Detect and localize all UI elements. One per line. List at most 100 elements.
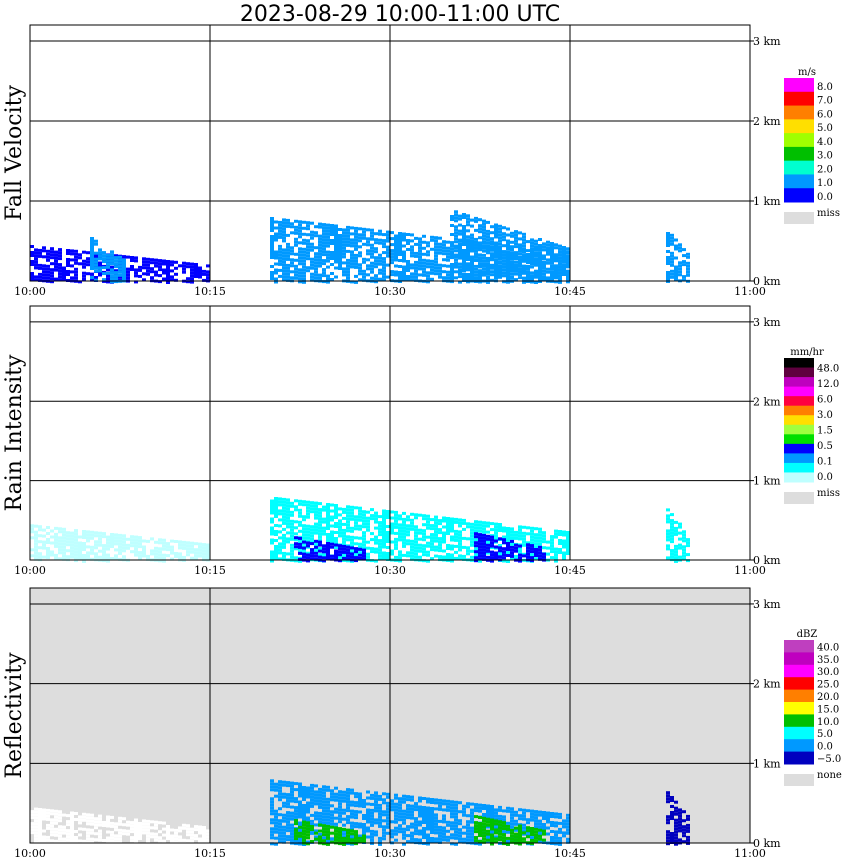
legend-swatch [784, 119, 814, 134]
legend-label: 35.0 [817, 655, 839, 666]
echo-region [30, 524, 210, 563]
legend-label: 30.0 [817, 667, 839, 678]
echo-region [30, 245, 210, 284]
legend-swatch [784, 689, 814, 703]
echo-region [270, 217, 570, 284]
legend-swatch [784, 105, 814, 120]
y-tick-label: 0 km [753, 554, 781, 567]
x-tick-label: 10:45 [554, 285, 586, 298]
legend-swatch [784, 396, 814, 407]
legend-swatch [784, 133, 814, 148]
x-tick-label: 11:00 [734, 285, 766, 298]
legend-swatch [784, 78, 814, 93]
plot-frame [29, 305, 751, 561]
legend-label: 0.5 [817, 441, 833, 452]
legend-swatch [784, 726, 814, 740]
y-tick-label: 3 km [753, 598, 781, 611]
legend-label: 4.0 [817, 137, 833, 148]
y-tick-label: 1 km [753, 475, 781, 488]
legend-label: 0.0 [817, 742, 833, 753]
legend-swatch [784, 739, 814, 753]
legend-miss-swatch [784, 774, 814, 786]
legend-swatch [784, 652, 814, 666]
legend-unit: mm/hr [790, 347, 824, 358]
x-tick-label: 10:00 [14, 847, 46, 860]
legend-swatch [784, 367, 814, 378]
legend-swatch [784, 462, 814, 473]
legend-miss-swatch [784, 492, 814, 504]
legend-swatch [784, 188, 814, 203]
x-tick-label: 10:00 [14, 564, 46, 577]
echo-region [474, 532, 546, 563]
legend-swatch [784, 405, 814, 416]
echo-region [666, 232, 690, 283]
legend-label: −5.0 [817, 754, 841, 765]
legend-label: 1.0 [817, 178, 833, 189]
y-tick-label: 0 km [753, 275, 781, 288]
x-tick-label: 10:00 [14, 285, 46, 298]
legend-swatch [784, 640, 814, 653]
x-tick-label: 10:45 [554, 847, 586, 860]
x-tick-label: 11:00 [734, 847, 766, 860]
echo-region [474, 815, 546, 846]
y-axis-title: Fall Velocity [2, 85, 27, 221]
x-tick-label: 10:30 [374, 847, 406, 860]
legend-label: 6.0 [817, 395, 833, 406]
legend-label: 40.0 [817, 642, 839, 653]
legend-label: 10.0 [817, 717, 839, 728]
x-tick-label: 10:30 [374, 564, 406, 577]
plot-frame [29, 587, 751, 844]
legend-swatch [784, 664, 814, 678]
legend-swatch [784, 443, 814, 454]
legend-label: 12.0 [817, 379, 839, 390]
legend-label: 48.0 [817, 364, 839, 375]
legend-label: 7.0 [817, 96, 833, 107]
legend-swatch [784, 472, 814, 483]
x-tick-label: 11:00 [734, 564, 766, 577]
legend-swatch [784, 714, 814, 728]
legend-swatch [784, 751, 814, 765]
x-tick-label: 10:45 [554, 564, 586, 577]
y-tick-label: 3 km [753, 35, 781, 48]
y-tick-label: 1 km [753, 757, 781, 770]
y-tick-label: 3 km [753, 316, 781, 329]
legend-miss-label: none [817, 770, 842, 781]
legend-unit: dBZ [797, 629, 818, 640]
legend-swatch [784, 702, 814, 715]
legend-label: 3.0 [817, 410, 833, 421]
legend-swatch [784, 434, 814, 445]
legend-label: 5.0 [817, 123, 833, 134]
x-tick-label: 10:30 [374, 285, 406, 298]
legend-label: 25.0 [817, 680, 839, 691]
legend-swatch [784, 386, 814, 397]
y-tick-label: 2 km [753, 115, 781, 128]
y-axis-title: Rain Intensity [2, 354, 27, 511]
legend-miss-label: miss [817, 208, 840, 219]
legend-miss-swatch [784, 212, 814, 224]
legend-label: 5.0 [817, 729, 833, 740]
echo-region [666, 508, 690, 563]
y-tick-label: 2 km [753, 678, 781, 691]
legend-label: 1.5 [817, 426, 833, 437]
legend-unit: m/s [798, 67, 816, 78]
x-tick-label: 10:15 [194, 564, 226, 577]
legend-label: 15.0 [817, 704, 839, 715]
y-tick-label: 0 km [753, 837, 781, 850]
echo-region [30, 807, 210, 846]
y-tick-label: 1 km [753, 195, 781, 208]
legend-swatch [784, 174, 814, 189]
legend-label: 3.0 [817, 151, 833, 162]
legend-swatch [784, 160, 814, 175]
legend-swatch [784, 91, 814, 107]
legend-swatch [784, 146, 814, 162]
chart-title: 2023-08-29 10:00-11:00 UTC [239, 2, 561, 27]
echo-region [294, 819, 366, 846]
legend-label: 0.0 [817, 192, 833, 203]
x-tick-label: 10:15 [194, 285, 226, 298]
legend-swatch [784, 358, 814, 369]
y-tick-label: 2 km [753, 395, 781, 408]
legend-swatch [784, 424, 814, 435]
legend-swatch [784, 415, 814, 426]
plot-frame [29, 24, 751, 282]
